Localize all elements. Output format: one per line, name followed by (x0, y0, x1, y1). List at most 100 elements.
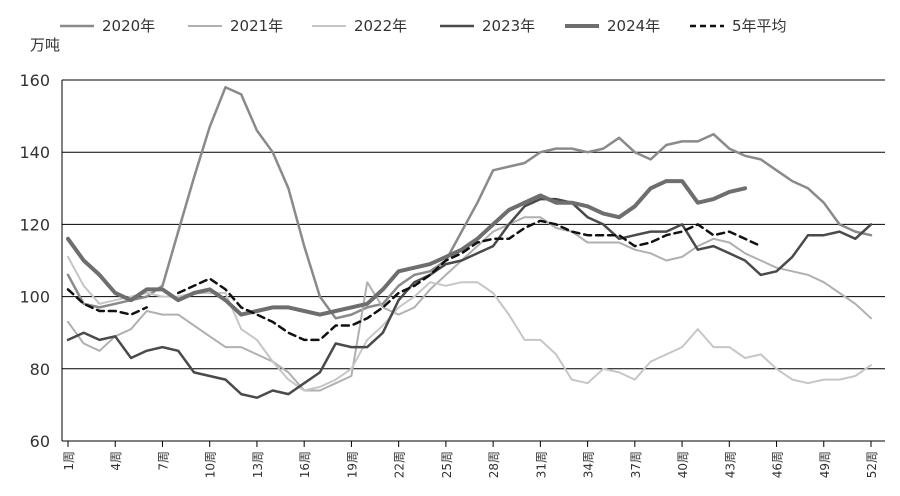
data-point (461, 253, 462, 254)
data-point (681, 256, 682, 257)
data-point (508, 224, 509, 225)
data-point (493, 238, 494, 239)
legend-label: 2023年 (482, 17, 535, 35)
legend-label: 2020年 (102, 17, 155, 35)
y-tick-label: 60 (30, 432, 50, 451)
y-tick-label: 120 (19, 215, 50, 234)
data-point (367, 282, 368, 283)
data-point (319, 339, 320, 340)
data-point (603, 148, 604, 149)
data-point (618, 242, 619, 243)
data-point (382, 307, 383, 308)
data-point (666, 144, 667, 145)
data-point (272, 321, 273, 322)
data-point (603, 235, 604, 236)
data-point (870, 318, 871, 319)
data-point (729, 231, 730, 232)
data-point (697, 245, 698, 246)
data-point (524, 202, 525, 203)
data-point (807, 188, 808, 189)
data-point (146, 307, 147, 308)
data-point (272, 361, 273, 362)
data-point (697, 328, 698, 329)
data-point (445, 256, 446, 257)
data-point (524, 162, 525, 163)
data-point (477, 282, 478, 283)
data-point (855, 231, 856, 232)
data-point (445, 285, 446, 286)
data-point (193, 292, 194, 293)
data-point (650, 188, 651, 189)
data-point (398, 292, 399, 293)
data-point (209, 289, 210, 290)
data-point (870, 224, 871, 225)
data-point (445, 274, 446, 275)
data-point (225, 289, 226, 290)
x-tick-label: 22周 (393, 451, 407, 478)
data-point (130, 328, 131, 329)
data-point (760, 245, 761, 246)
data-point (540, 195, 541, 196)
data-point (178, 231, 179, 232)
data-point (870, 365, 871, 366)
data-point (304, 339, 305, 340)
data-point (807, 383, 808, 384)
data-point (540, 152, 541, 153)
series-line (66, 197, 873, 399)
data-point (225, 300, 226, 301)
x-tick-label: 7周 (156, 451, 170, 471)
data-point (178, 296, 179, 297)
data-point (508, 238, 509, 239)
data-point (744, 155, 745, 156)
data-point (650, 253, 651, 254)
series-5 (66, 179, 747, 317)
data-point (792, 379, 793, 380)
x-tick-label: 28周 (487, 451, 501, 478)
x-tick-label: 34周 (582, 451, 596, 478)
data-point (178, 314, 179, 315)
data-point (178, 292, 179, 293)
data-point (634, 245, 635, 246)
data-point (162, 289, 163, 290)
data-point (288, 393, 289, 394)
data-point (335, 310, 336, 311)
data-point (729, 242, 730, 243)
data-point (760, 354, 761, 355)
data-point (587, 242, 588, 243)
data-point (508, 166, 509, 167)
data-point (855, 375, 856, 376)
data-point (666, 180, 667, 181)
data-point (792, 256, 793, 257)
data-point (729, 191, 730, 192)
data-point (540, 220, 541, 221)
x-tick-label: 4周 (109, 451, 123, 471)
data-point (618, 217, 619, 218)
data-point (319, 314, 320, 315)
data-point (524, 217, 525, 218)
data-point (493, 224, 494, 225)
data-point (256, 354, 257, 355)
data-point (571, 202, 572, 203)
y-tick-label: 140 (19, 143, 50, 162)
data-point (634, 249, 635, 250)
data-point (398, 271, 399, 272)
data-point (666, 231, 667, 232)
data-point (713, 245, 714, 246)
data-point (760, 274, 761, 275)
data-point (697, 249, 698, 250)
data-point (587, 235, 588, 236)
data-point (115, 300, 116, 301)
data-point (225, 379, 226, 380)
data-point (744, 238, 745, 239)
data-point (540, 199, 541, 200)
x-tick-label: 10周 (204, 451, 218, 478)
data-point (508, 209, 509, 210)
series-6 (66, 219, 763, 342)
data-point (760, 260, 761, 261)
data-point (618, 235, 619, 236)
data-point (382, 303, 383, 304)
data-point (209, 336, 210, 337)
data-point (414, 267, 415, 268)
data-point (477, 202, 478, 203)
